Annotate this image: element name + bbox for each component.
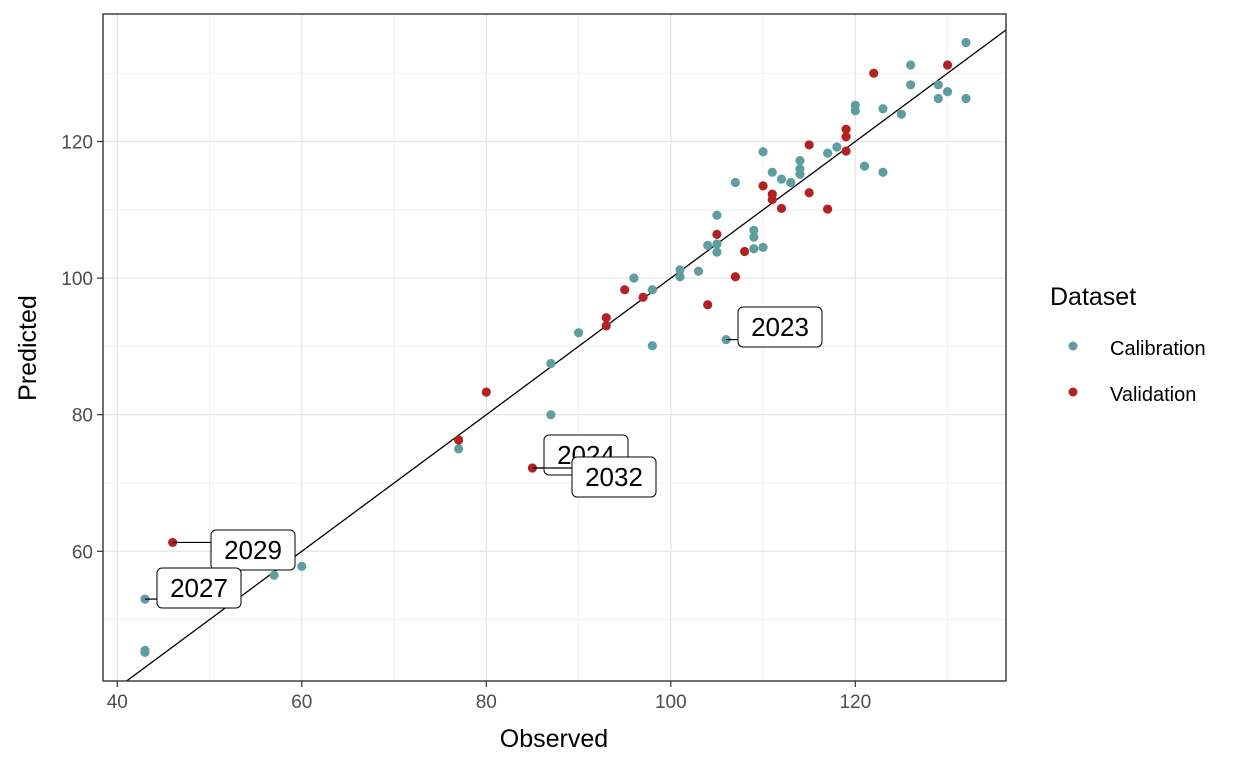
point-validation xyxy=(481,387,491,397)
point-calibration xyxy=(712,247,722,257)
point-calibration xyxy=(712,210,722,220)
point-calibration xyxy=(850,106,860,116)
point-validation xyxy=(841,132,851,142)
point-validation xyxy=(730,272,740,282)
point-calibration xyxy=(823,148,833,158)
label-box xyxy=(571,456,657,498)
point-calibration xyxy=(703,240,713,250)
point-validation xyxy=(841,146,851,156)
point-validation xyxy=(841,124,851,134)
point-validation xyxy=(804,140,814,150)
point-calibration xyxy=(546,410,556,420)
point-calibration xyxy=(730,177,740,188)
point-calibration xyxy=(647,341,657,351)
point-validation xyxy=(942,60,953,70)
point-validation xyxy=(823,204,833,214)
axis-ticks-layer: 40 60 80 100 120 60 80 100 120 xyxy=(61,133,871,714)
x-tick-label: 120 xyxy=(839,692,871,713)
legend-title: Dataset xyxy=(1050,283,1136,311)
legend: Dataset Calibration Validation xyxy=(1050,283,1206,406)
y-tick-label: 100 xyxy=(61,269,93,290)
panel-border xyxy=(102,13,1007,682)
point-validation xyxy=(740,246,750,257)
point-label: 2027 xyxy=(170,573,228,603)
point-calibration xyxy=(906,80,916,90)
point-calibration xyxy=(786,177,796,188)
legend-key-validation xyxy=(1068,387,1078,397)
point-calibration xyxy=(767,167,777,177)
legend-label-calibration: Calibration xyxy=(1110,338,1206,360)
x-tick-label: 40 xyxy=(107,692,128,713)
point-calibration xyxy=(546,358,556,369)
label-box xyxy=(737,306,823,348)
point-calibration xyxy=(896,109,907,119)
point-calibration xyxy=(859,161,870,171)
point-validation xyxy=(804,188,814,198)
point-calibration xyxy=(795,156,805,166)
point-validation xyxy=(601,313,611,323)
point-calibration xyxy=(454,444,464,454)
point-calibration xyxy=(712,239,722,249)
point-validation xyxy=(712,229,722,239)
point-calibration xyxy=(573,328,584,338)
point-label: 2032 xyxy=(585,462,643,492)
label-box xyxy=(156,567,242,609)
point-validation xyxy=(620,285,630,295)
point-calibration xyxy=(961,37,971,48)
point-calibration xyxy=(297,561,307,571)
x-axis-title: Observed xyxy=(500,725,608,753)
point-calibration xyxy=(749,225,759,235)
point-label: 2023 xyxy=(751,312,809,342)
point-label: 2029 xyxy=(224,535,282,565)
point-calibration xyxy=(961,93,971,104)
point-calibration xyxy=(878,104,888,114)
legend-key-calibration xyxy=(1068,341,1078,351)
legend-label-validation: Validation xyxy=(1110,384,1196,406)
point-calibration xyxy=(675,265,685,275)
point-calibration xyxy=(758,242,768,252)
y-tick-label: 80 xyxy=(72,406,93,427)
point-calibration xyxy=(647,285,657,295)
point-validation xyxy=(767,194,777,205)
point-validation xyxy=(869,68,879,78)
point-validation xyxy=(776,203,787,214)
point-validation xyxy=(601,321,611,331)
point-calibration xyxy=(758,147,768,157)
point-calibration xyxy=(140,647,150,657)
point-calibration xyxy=(675,272,685,282)
x-tick-label: 80 xyxy=(476,692,497,713)
point-validation xyxy=(758,181,768,191)
point-calibration xyxy=(942,87,953,97)
y-axis-title: Predicted xyxy=(14,295,42,401)
y-tick-label: 120 xyxy=(61,133,93,154)
label-box xyxy=(210,529,296,571)
point-calibration xyxy=(933,80,943,90)
y-tick-label: 60 xyxy=(72,542,93,563)
point-calibration xyxy=(629,273,639,283)
point-calibration xyxy=(749,232,759,242)
point-calibration xyxy=(795,169,805,179)
x-tick-label: 100 xyxy=(655,692,687,713)
point-validation xyxy=(638,292,648,302)
point-validation xyxy=(703,300,713,310)
point-calibration xyxy=(832,142,842,152)
x-tick-label: 60 xyxy=(291,692,312,713)
point-validation xyxy=(454,435,464,445)
point-calibration xyxy=(269,570,279,580)
point-calibration xyxy=(693,266,704,276)
point-calibration xyxy=(776,174,787,184)
point-calibration xyxy=(878,167,888,177)
point-calibration xyxy=(749,244,759,254)
point-calibration xyxy=(933,93,943,104)
data-points-layer xyxy=(140,37,971,657)
point-calibration xyxy=(906,60,916,70)
